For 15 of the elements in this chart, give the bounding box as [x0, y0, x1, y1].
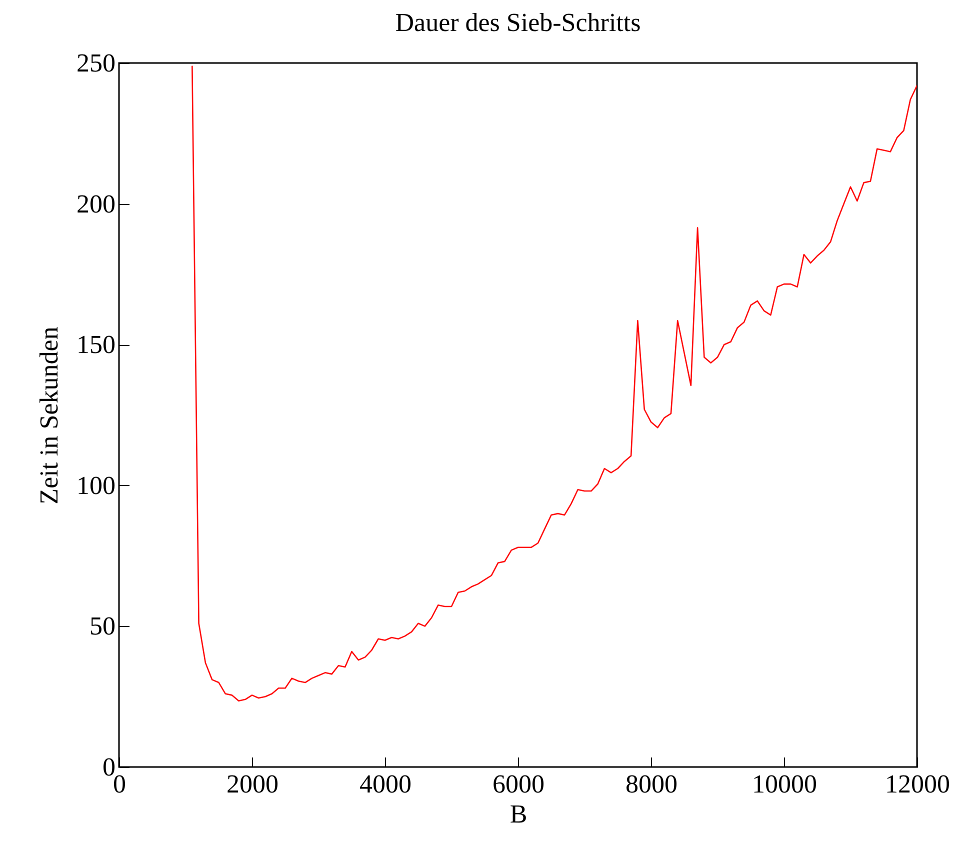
x-tick-label: 4000	[360, 770, 412, 798]
x-tick-label: 6000	[492, 770, 544, 798]
y-tick-label: 150	[76, 330, 116, 360]
chart-title: Dauer des Sieb-Schritts	[395, 8, 641, 37]
y-tick-label: 100	[76, 470, 116, 500]
line-series	[192, 65, 917, 702]
x-tick-label: 12000	[885, 770, 950, 798]
y-tick-label: 200	[76, 189, 116, 218]
x-tick-label: 2000	[226, 770, 278, 798]
x-tick-label: 8000	[626, 770, 678, 798]
y-tick-label: 50	[90, 612, 116, 641]
x-tick-label: 10000	[752, 770, 817, 798]
y-tick-label: 250	[76, 48, 116, 78]
y-axis-title: Zeit in Sekunden	[34, 326, 64, 504]
x-axis-title: B	[510, 800, 528, 828]
